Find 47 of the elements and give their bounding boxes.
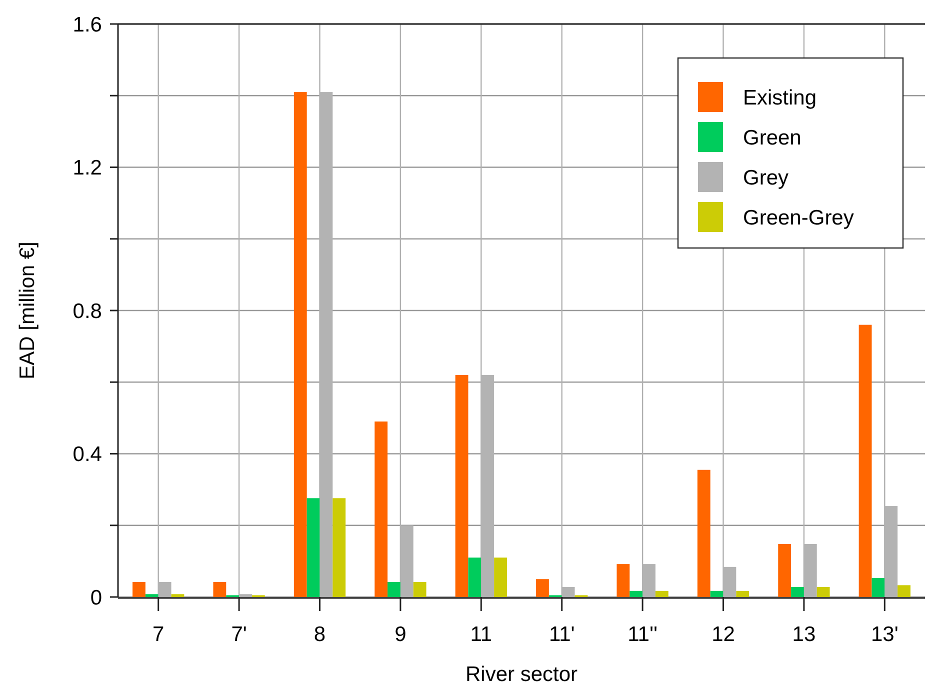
bar xyxy=(332,498,346,597)
x-tick-label: 7 xyxy=(152,623,164,646)
bar xyxy=(413,582,426,597)
y-axis-title: EAD [million €] xyxy=(16,242,39,380)
bar xyxy=(630,590,643,597)
legend-label: Green xyxy=(743,126,802,150)
y-tick-label: 1.6 xyxy=(72,13,102,36)
x-tick-label: 11' xyxy=(548,623,575,646)
x-tick-label: 13' xyxy=(870,623,898,646)
bar xyxy=(388,582,400,597)
bar xyxy=(171,594,184,597)
bar xyxy=(494,558,507,597)
legend-label: Existing xyxy=(743,86,817,110)
legend-label: Grey xyxy=(743,166,790,190)
x-tick-label: 11'' xyxy=(628,623,658,646)
bar xyxy=(468,558,482,597)
bar xyxy=(778,544,792,597)
bar xyxy=(294,92,307,597)
bar xyxy=(898,585,910,597)
y-tick-label: 1.2 xyxy=(72,156,102,180)
bar xyxy=(306,498,320,597)
y-tick-label: 0.8 xyxy=(72,300,102,323)
x-axis-title: River sector xyxy=(465,663,578,686)
x-tick-label: 9 xyxy=(394,623,406,646)
legend-label: Green-Grey xyxy=(743,206,854,230)
x-tick-label: 11 xyxy=(470,623,492,646)
bar xyxy=(455,374,468,597)
bar xyxy=(374,422,388,597)
y-tick-label: 0.4 xyxy=(72,443,102,466)
bar xyxy=(791,586,804,597)
bar xyxy=(858,324,872,597)
x-tick-label: 7' xyxy=(231,623,247,646)
bar xyxy=(872,578,885,597)
bar xyxy=(655,590,668,597)
bar xyxy=(145,594,158,597)
bar xyxy=(132,582,146,597)
bar xyxy=(710,590,724,597)
bar xyxy=(697,470,710,597)
x-tick-label: 13 xyxy=(792,623,816,646)
y-tick-label: 0 xyxy=(90,586,102,610)
bar xyxy=(536,579,549,597)
x-tick-label: 12 xyxy=(712,623,735,646)
x-tick-label: 8 xyxy=(314,623,326,646)
bar xyxy=(616,564,630,597)
bar xyxy=(736,590,750,597)
bar xyxy=(816,586,830,597)
bar xyxy=(213,582,226,597)
